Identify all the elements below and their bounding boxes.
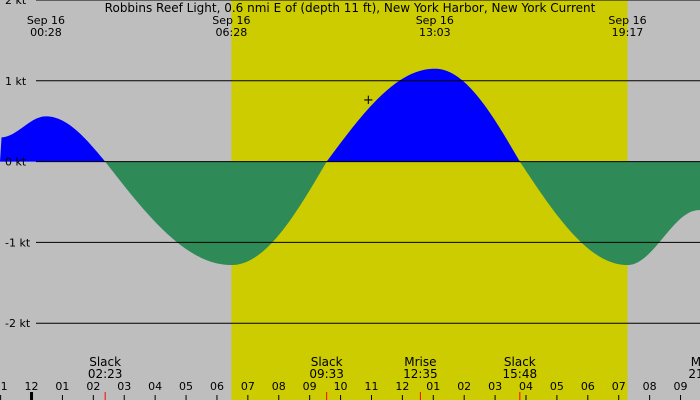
top-time-label: 19:17 <box>612 26 644 39</box>
ebb-current-area <box>0 161 700 266</box>
event-labels: Slack02:23Slack09:33Mrise12:35Slack15:48… <box>88 355 700 400</box>
hour-tick-label: 07 <box>612 380 626 393</box>
chart-title: Robbins Reef Light, 0.6 nmi E of (depth … <box>105 1 596 15</box>
event-label: Slack <box>504 355 536 369</box>
hour-axis: 11 12 01 02 03 04 05 06 07 08 09 10 11 12 01 02 03 04 05 06… <box>0 380 688 400</box>
top-date-label: Sep 16 <box>212 14 250 27</box>
y-tick-label: -1 kt <box>5 236 31 249</box>
event-time: 12:35 <box>403 367 438 381</box>
event-time: 21 <box>688 367 700 381</box>
event-label: Slack <box>89 355 121 369</box>
current-marker: + <box>363 93 374 108</box>
hour-tick-label: 06 <box>210 380 224 393</box>
hour-tick-label: 11 <box>0 380 8 393</box>
top-date-label: Sep 16 <box>416 14 454 27</box>
hour-tick-label: 12 <box>25 380 39 393</box>
hour-tick-label: 12 <box>395 380 409 393</box>
hour-tick-label: 11 <box>364 380 378 393</box>
hour-tick-label: 01 <box>426 380 440 393</box>
hour-tick-label: 04 <box>519 380 533 393</box>
hour-tick-label: 05 <box>550 380 564 393</box>
hour-tick-label: 10 <box>334 380 348 393</box>
hour-tick-label: 03 <box>117 380 131 393</box>
hour-tick-label: 02 <box>457 380 471 393</box>
event-time: 15:48 <box>503 367 538 381</box>
top-time-label: 00:28 <box>30 26 62 39</box>
hour-tick-label: 01 <box>55 380 69 393</box>
event-label: M <box>691 355 700 369</box>
hour-tick-label: 05 <box>179 380 193 393</box>
flood-current-area <box>0 68 700 162</box>
y-tick-label: 1 kt <box>5 75 27 88</box>
y-axis-labels: 2 kt 1 kt 0 kt -1 kt -2 kt <box>5 0 31 330</box>
hour-tick-label: 03 <box>488 380 502 393</box>
hour-tick-label: 07 <box>241 380 255 393</box>
top-date-label: Sep 16 <box>27 14 65 27</box>
top-date-label: Sep 16 <box>608 14 646 27</box>
hour-tick-label: 08 <box>272 380 286 393</box>
top-time-label: 13:03 <box>419 26 451 39</box>
y-tick-label: 0 kt <box>5 156 27 169</box>
y-tick-label: 2 kt <box>5 0 27 7</box>
event-label: Slack <box>311 355 343 369</box>
hour-tick-label: 02 <box>86 380 100 393</box>
hour-tick-label: 08 <box>643 380 657 393</box>
hour-tick-label: 04 <box>148 380 162 393</box>
top-time-label: 06:28 <box>216 26 248 39</box>
grid-lines <box>36 0 700 324</box>
hour-tick-label: 09 <box>303 380 317 393</box>
event-label: Mrise <box>404 355 436 369</box>
event-time: 02:23 <box>88 367 123 381</box>
event-time: 09:33 <box>309 367 344 381</box>
hour-tick-label: 09 <box>674 380 688 393</box>
y-tick-label: -2 kt <box>5 317 31 330</box>
hour-tick-label: 06 <box>581 380 595 393</box>
